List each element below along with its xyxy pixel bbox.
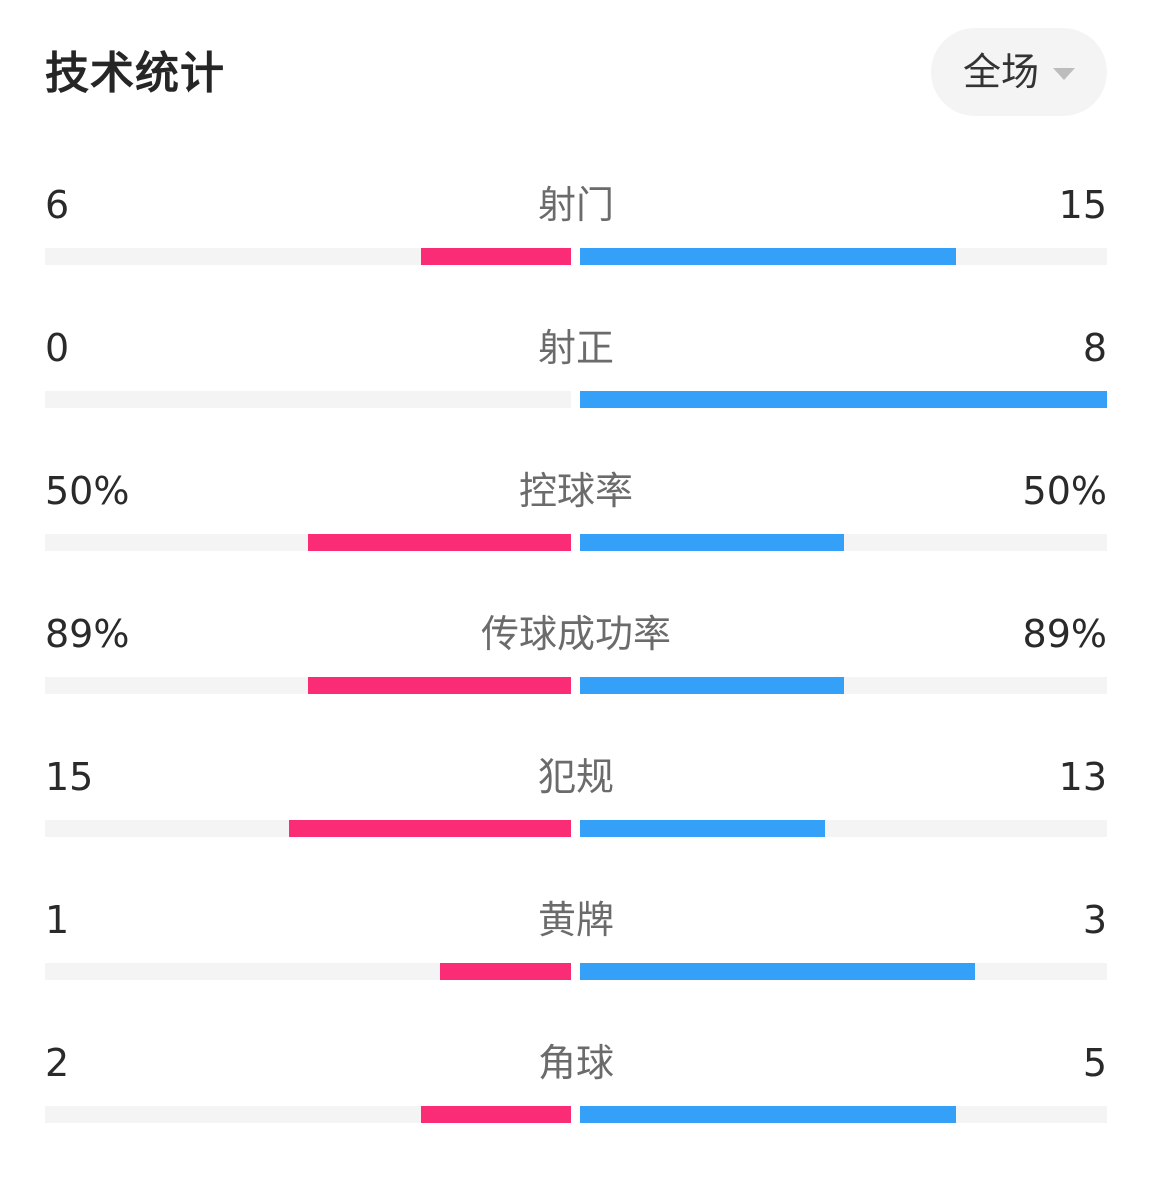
- away-value: 8: [1082, 326, 1107, 370]
- away-bar-track: [580, 248, 1107, 265]
- away-value: 13: [1058, 755, 1107, 799]
- stat-bars: [45, 248, 1107, 265]
- home-bar-fill: [289, 820, 571, 837]
- away-bar-track: [580, 534, 1107, 551]
- home-bar-fill: [308, 534, 571, 551]
- stat-label: 控球率: [518, 469, 633, 513]
- home-bar-track: [45, 963, 571, 980]
- stat-bars: [45, 820, 1107, 837]
- away-bar-fill: [580, 1106, 957, 1123]
- away-value: 89%: [1022, 612, 1107, 656]
- stat-bars: [45, 1106, 1107, 1123]
- home-bar-track: [45, 1106, 571, 1123]
- home-value: 1: [45, 898, 70, 942]
- stats-list: 6 射门 15 0 射正 8 50% 控球率 50% 89% 传球成功率 89%: [45, 172, 1107, 1173]
- away-bar-fill: [580, 248, 957, 265]
- home-value: 6: [45, 183, 70, 227]
- stat-row-yellow-cards: 1 黄牌 3: [45, 887, 1107, 1030]
- stat-row-possession: 50% 控球率 50%: [45, 458, 1107, 601]
- stat-row-corners: 2 角球 5: [45, 1030, 1107, 1173]
- period-dropdown[interactable]: 全场: [931, 28, 1107, 116]
- home-value: 2: [45, 1041, 70, 1085]
- stat-label: 传球成功率: [480, 612, 671, 656]
- away-value: 3: [1082, 898, 1107, 942]
- caret-down-icon: [1053, 68, 1075, 80]
- away-value: 50%: [1022, 469, 1107, 513]
- away-bar-track: [580, 677, 1107, 694]
- stat-label: 射门: [537, 183, 614, 227]
- away-bar-track: [580, 820, 1107, 837]
- away-bar-track: [580, 963, 1107, 980]
- period-dropdown-label: 全场: [962, 50, 1039, 94]
- stat-bars: [45, 677, 1107, 694]
- stat-row-shots: 6 射门 15: [45, 172, 1107, 315]
- home-value: 15: [45, 755, 94, 799]
- home-bar-track: [45, 534, 571, 551]
- stat-row-shots-on-target: 0 射正 8: [45, 315, 1107, 458]
- stat-bars: [45, 391, 1107, 408]
- away-bar-fill: [580, 820, 825, 837]
- stat-row-pass-accuracy: 89% 传球成功率 89%: [45, 601, 1107, 744]
- away-value: 5: [1082, 1041, 1107, 1085]
- away-bar-fill: [580, 963, 976, 980]
- stat-label: 射正: [537, 326, 614, 370]
- home-bar-fill: [420, 1106, 571, 1123]
- away-bar-fill: [580, 391, 1107, 408]
- stats-header: 技术统计 全场: [45, 28, 1107, 116]
- stat-row-fouls: 15 犯规 13: [45, 744, 1107, 887]
- stat-label: 黄牌: [537, 898, 614, 942]
- home-bar-track: [45, 391, 571, 408]
- home-bar-track: [45, 248, 571, 265]
- away-bar-fill: [580, 677, 844, 694]
- stat-bars: [45, 963, 1107, 980]
- home-bar-fill: [308, 677, 571, 694]
- home-bar-track: [45, 677, 571, 694]
- home-value: 0: [45, 326, 70, 370]
- page-title: 技术统计: [45, 48, 225, 99]
- home-bar-fill: [420, 248, 571, 265]
- stat-bars: [45, 534, 1107, 551]
- stat-label: 犯规: [537, 755, 614, 799]
- away-value: 15: [1058, 183, 1107, 227]
- home-value: 50%: [45, 469, 130, 513]
- home-bar-fill: [439, 963, 571, 980]
- stat-label: 角球: [537, 1041, 614, 1085]
- home-bar-track: [45, 820, 571, 837]
- away-bar-fill: [580, 534, 844, 551]
- home-value: 89%: [45, 612, 130, 656]
- away-bar-track: [580, 391, 1107, 408]
- away-bar-track: [580, 1106, 1107, 1123]
